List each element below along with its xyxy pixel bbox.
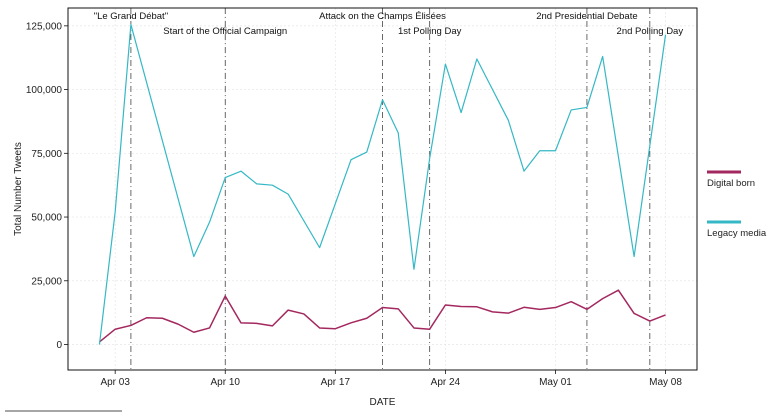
x-axis: Apr 03 Apr 10 Apr 17 Apr 24 May 01 May 08 [100, 370, 682, 388]
series-line-legacy-media [98, 23, 667, 345]
event-label-2nd-polling-day: 2nd Polling Day [617, 26, 684, 37]
x-axis-title: DATE [370, 397, 396, 408]
y-tick-label: 0 [56, 340, 62, 351]
event-label-1st-polling-day: 1st Polling Day [398, 26, 462, 37]
y-axis: 0 25,000 50,000 75,000 100,000 125,000 [26, 21, 68, 351]
legend: Digital born Legacy media [707, 170, 767, 239]
y-tick-label: 75,000 [31, 149, 62, 160]
legend-label-legacy-media: Legacy media [707, 228, 767, 239]
x-tick-label: May 01 [539, 377, 572, 388]
event-label-start-of-the-official-campaign: Start of the Official Campaign [163, 26, 287, 37]
event-label-2nd-presidential-debate: 2nd Presidential Debate [536, 11, 637, 22]
y-axis-title: Total Number Tweets [13, 142, 24, 236]
x-tick-label: Apr 24 [431, 377, 461, 388]
y-tick-label: 125,000 [26, 21, 63, 32]
y-tick-label: 50,000 [31, 213, 62, 224]
x-tick-label: Apr 17 [321, 377, 351, 388]
event-label-le-grand-d-bat: "Le Grand Débat" [94, 11, 168, 22]
series-line-digital-born [98, 289, 666, 343]
event-label-attack-on-the-champs-lis-es: Attack on the Champs Élisées [319, 11, 446, 22]
y-tick-label: 25,000 [31, 276, 62, 287]
x-tick-label: May 08 [649, 377, 682, 388]
legend-label-digital-born: Digital born [707, 178, 755, 189]
series-layer [98, 23, 667, 345]
y-tick-label: 100,000 [26, 85, 63, 96]
x-tick-label: Apr 10 [211, 377, 241, 388]
events-layer: "Le Grand Débat" Start of the Official Ca… [94, 8, 684, 370]
plot-frame [67, 7, 698, 371]
x-tick-label: Apr 03 [100, 377, 130, 388]
